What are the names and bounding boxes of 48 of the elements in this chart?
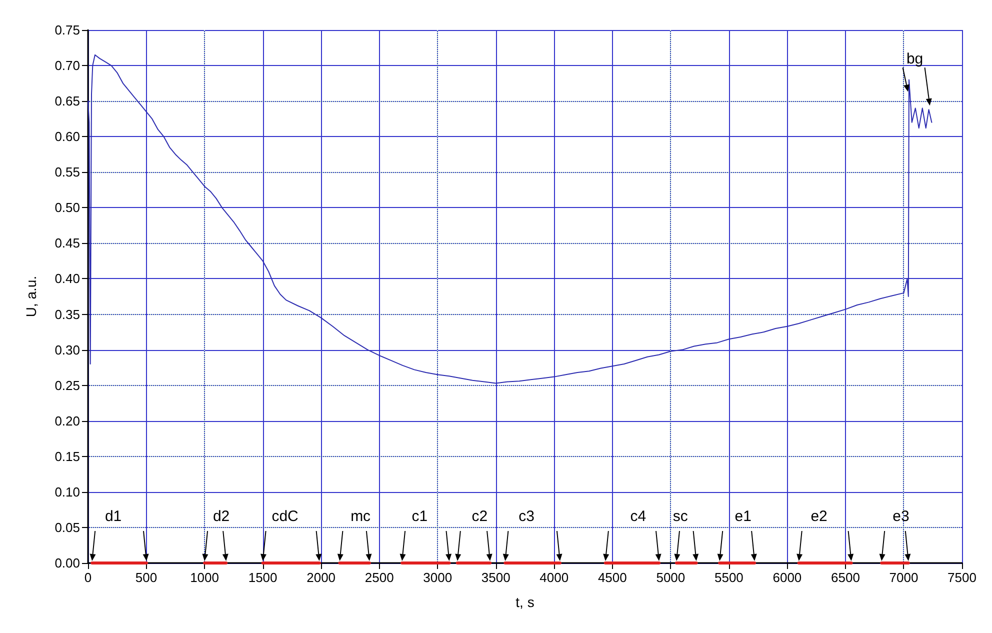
y-tick-label: 0.15: [54, 448, 80, 464]
y-tick-label: 0.60: [54, 129, 80, 144]
x-tick-label: 2500: [364, 570, 394, 585]
x-tick-label: 6000: [772, 570, 802, 585]
y-tick-label: 0.30: [54, 342, 80, 358]
y-tick-label: 0.25: [54, 378, 80, 393]
y-tick-label: 0.10: [54, 484, 80, 500]
x-axis-title: t, s: [516, 594, 534, 610]
annotation: e2: [810, 508, 828, 525]
x-tick-label: 5000: [656, 570, 686, 585]
x-tick-label: 7500: [948, 570, 976, 585]
y-tick-label: 0.70: [54, 58, 80, 74]
x-tick-label: 500: [135, 570, 158, 585]
y-tick-label: 0.65: [54, 94, 80, 109]
y-tick-label: 0.20: [54, 413, 80, 428]
x-tick-label: 1500: [248, 570, 278, 585]
y-tick-label: 0.75: [54, 22, 80, 38]
y-tick-label: 0.35: [54, 306, 80, 322]
x-tick-label: 6500: [831, 570, 860, 585]
y-tick-label: 0.05: [54, 520, 80, 535]
annotation: c1: [412, 508, 428, 525]
annotation: d1: [104, 508, 122, 525]
y-axis-title: U, a.u.: [23, 276, 39, 318]
x-tick-label: 1000: [190, 570, 219, 585]
annotation: c2: [472, 508, 488, 525]
x-tick-label: 4500: [598, 570, 627, 585]
annotation: e1: [734, 508, 752, 525]
x-tick-label: 5500: [714, 570, 744, 585]
x-tick-label: 3500: [481, 570, 510, 585]
y-tick-label: 0.45: [54, 236, 80, 251]
y-tick-label: 0.55: [54, 164, 80, 180]
x-tick-label: 3000: [423, 570, 452, 585]
annotation: sc: [672, 508, 688, 525]
x-tick-label: 2000: [306, 570, 336, 585]
y-tick-label: 0.00: [54, 556, 80, 570]
annotation: e3: [892, 508, 910, 525]
y-tick-label: 0.50: [54, 200, 80, 216]
x-tick-label: 4000: [540, 570, 569, 585]
annotation: cdC: [272, 508, 299, 525]
x-tick-label: 7000: [889, 570, 918, 585]
line-series: [88, 54, 932, 384]
annotation: bg: [906, 50, 924, 68]
annotation: c4: [630, 508, 646, 525]
annotation: c3: [518, 508, 534, 525]
y-tick-label: 0.40: [54, 271, 80, 286]
annotation: d2: [212, 508, 230, 525]
annotation: mc: [350, 508, 372, 525]
x-tick-label: 0: [84, 570, 92, 585]
